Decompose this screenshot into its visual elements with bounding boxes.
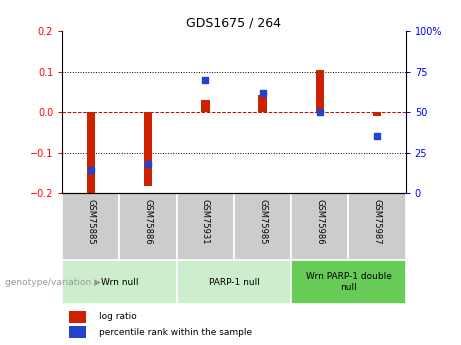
Point <box>373 134 381 139</box>
Text: GSM75985: GSM75985 <box>258 199 267 244</box>
Bar <box>315 70 324 112</box>
Text: GSM75931: GSM75931 <box>201 199 210 244</box>
Text: percentile rank within the sample: percentile rank within the sample <box>99 327 253 337</box>
Bar <box>291 260 406 304</box>
Bar <box>62 260 177 304</box>
Text: PARP-1 null: PARP-1 null <box>208 277 260 287</box>
Bar <box>201 100 210 112</box>
Point <box>316 109 324 115</box>
Bar <box>69 310 86 323</box>
Bar <box>258 95 267 112</box>
Bar <box>373 112 381 116</box>
Title: GDS1675 / 264: GDS1675 / 264 <box>186 17 282 30</box>
Bar <box>177 193 234 260</box>
Point <box>87 168 95 173</box>
Bar <box>69 326 86 338</box>
Text: GSM75986: GSM75986 <box>315 199 325 244</box>
Bar <box>87 112 95 195</box>
Text: GSM75886: GSM75886 <box>143 199 153 244</box>
Text: genotype/variation ▶: genotype/variation ▶ <box>5 277 100 287</box>
Bar <box>291 193 349 260</box>
Text: Wrn null: Wrn null <box>100 277 138 287</box>
Text: log ratio: log ratio <box>99 312 137 321</box>
Bar <box>144 112 153 186</box>
Bar <box>234 193 291 260</box>
Text: GSM75987: GSM75987 <box>372 199 382 244</box>
Text: Wrn PARP-1 double
null: Wrn PARP-1 double null <box>306 272 391 292</box>
Point <box>259 90 266 96</box>
Point <box>144 161 152 167</box>
Bar <box>349 193 406 260</box>
Bar <box>177 260 291 304</box>
Bar <box>119 193 177 260</box>
Text: GSM75885: GSM75885 <box>86 199 95 244</box>
Bar <box>62 193 119 260</box>
Point <box>201 77 209 82</box>
